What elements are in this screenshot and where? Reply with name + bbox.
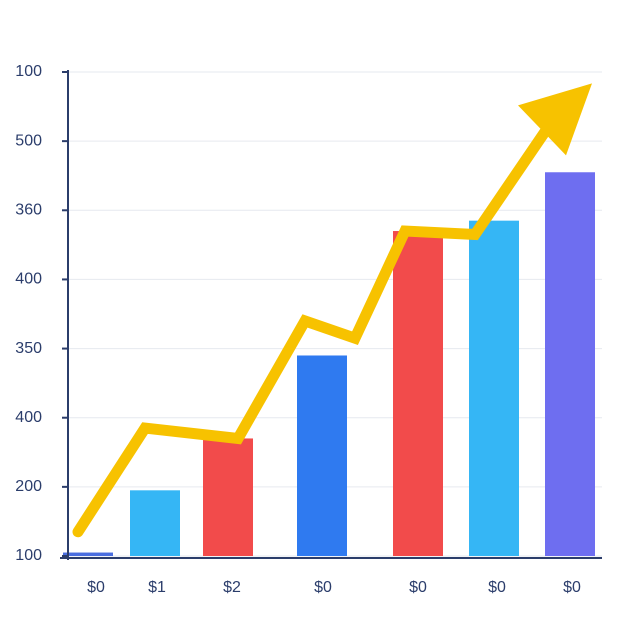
x-tick-label: $0 bbox=[488, 579, 506, 596]
bar bbox=[545, 172, 595, 556]
x-tick-label: $0 bbox=[87, 579, 105, 596]
y-tick-label: 100 bbox=[15, 547, 42, 564]
trend-arrowhead bbox=[518, 83, 592, 156]
trend-line bbox=[72, 121, 554, 538]
y-tick-label: 400 bbox=[15, 409, 42, 426]
bar bbox=[203, 438, 253, 556]
trend bbox=[72, 83, 592, 538]
x-tick-label: $0 bbox=[314, 579, 332, 596]
x-tick-label: $0 bbox=[563, 579, 581, 596]
bars bbox=[63, 172, 595, 556]
x-tick-label: $2 bbox=[223, 579, 241, 596]
y-tick-label: 400 bbox=[15, 271, 42, 288]
x-tick-label: $0 bbox=[409, 579, 427, 596]
x-tick-label: $1 bbox=[148, 579, 166, 596]
y-tick-label: 360 bbox=[15, 202, 42, 219]
y-tick-label: 350 bbox=[15, 340, 42, 357]
y-tick-label: 100 bbox=[15, 63, 42, 80]
bar bbox=[469, 220, 519, 556]
y-tick-label: 200 bbox=[15, 478, 42, 495]
bar bbox=[297, 355, 347, 556]
bar bbox=[393, 231, 443, 556]
y-tick-label: 500 bbox=[15, 132, 42, 149]
bar bbox=[63, 552, 113, 556]
bar bbox=[130, 490, 180, 556]
labels: 100 200 400 350 400 360 500 100 $0 $1 $2 $0 $0 $0 $0 bbox=[15, 63, 581, 596]
